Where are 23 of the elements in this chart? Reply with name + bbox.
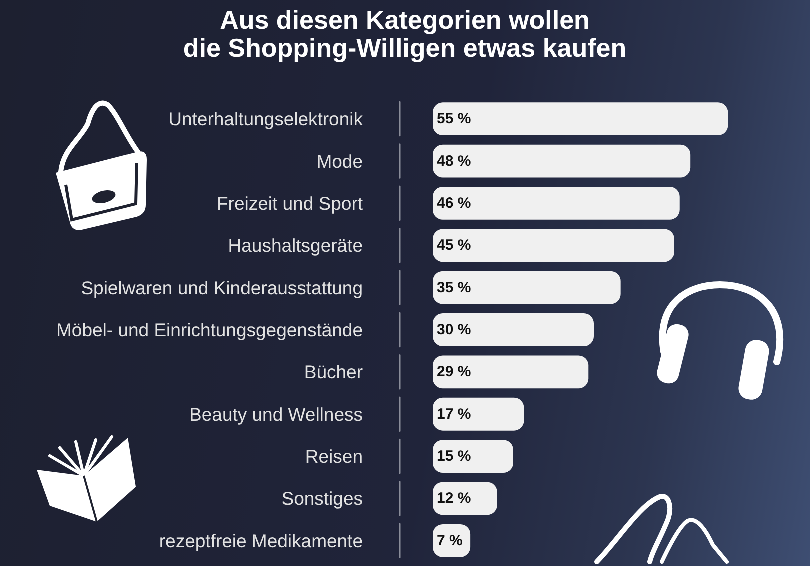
y-tick-label: Beauty und Wellness <box>190 404 363 425</box>
data-label: 48 % <box>437 152 472 170</box>
chart-title: Aus diesen Kategorien wollen die Shopping-Willigen etwas kaufen <box>183 5 627 63</box>
data-label: 12 % <box>437 490 472 508</box>
y-tick-label: Mode <box>316 150 363 172</box>
y-tick-label: Unterhaltungselektronik <box>168 108 364 130</box>
data-label: 7 % <box>437 532 463 550</box>
y-tick-label: Bücher <box>304 362 363 383</box>
data-label: 29 % <box>437 364 472 381</box>
y-tick-label: Freizeit und Sport <box>216 192 363 214</box>
data-label: 46 % <box>437 194 472 212</box>
data-label: 55 % <box>437 110 472 128</box>
data-label: 15 % <box>437 448 472 466</box>
y-tick-label: Möbel- und Einrichtungsgegenstände <box>56 320 363 340</box>
data-label: 45 % <box>437 237 472 254</box>
y-tick-label: rezeptfreie Medikamente <box>159 530 363 552</box>
y-tick-label: Haushaltsgeräte <box>228 235 363 256</box>
data-label: 17 % <box>437 406 472 423</box>
y-tick-label: Sonstiges <box>282 488 363 510</box>
y-tick-label: Spielwaren und Kinderausstattung <box>81 277 363 298</box>
data-label: 35 % <box>437 279 472 296</box>
data-label: 30 % <box>437 322 472 338</box>
y-tick-label: Reisen <box>305 446 363 468</box>
